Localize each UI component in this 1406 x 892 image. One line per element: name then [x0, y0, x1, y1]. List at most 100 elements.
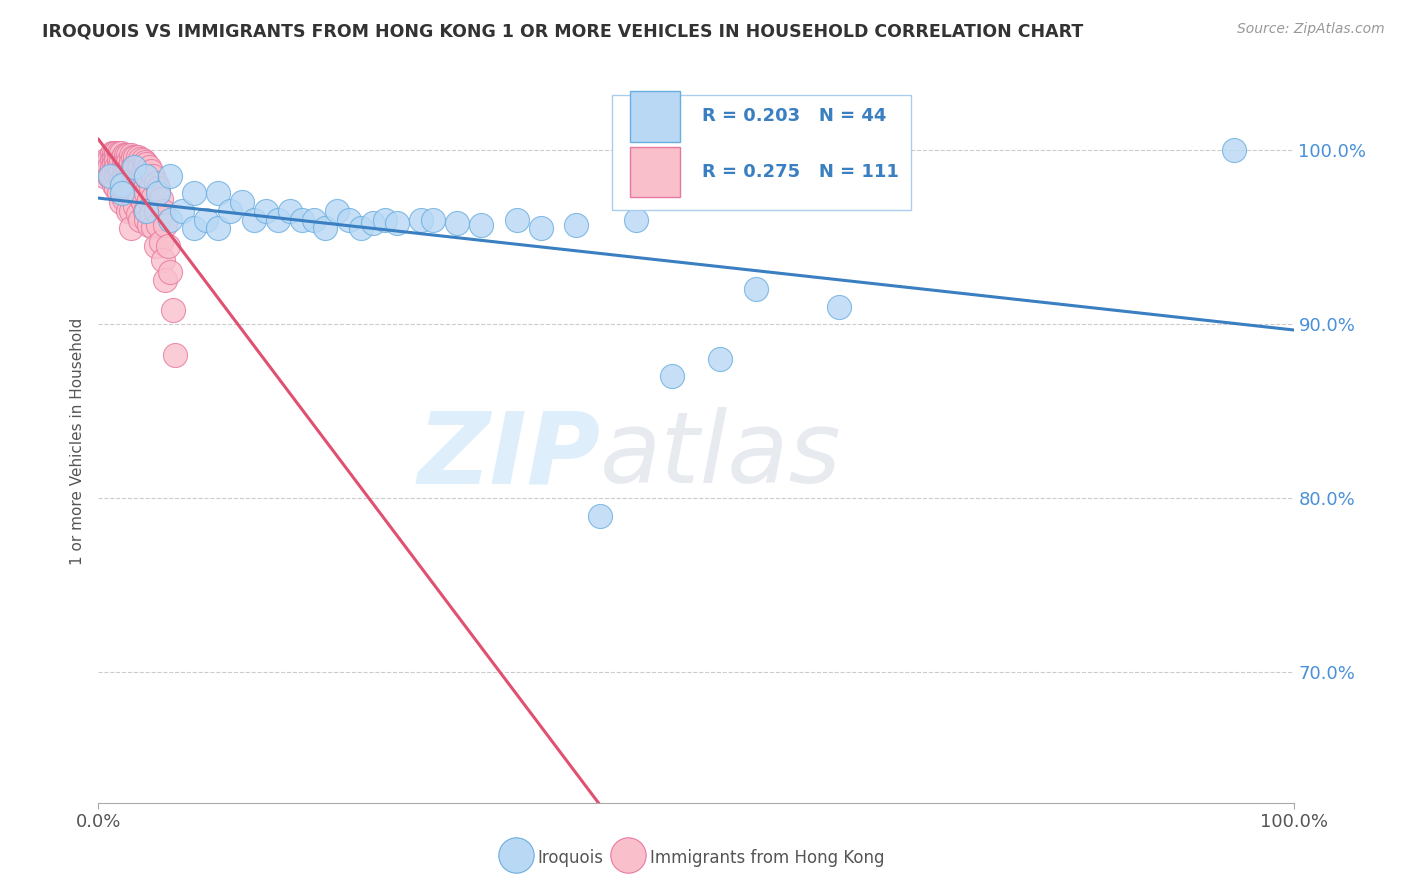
Point — [231, 195, 253, 210]
Point — [129, 190, 152, 204]
Point — [163, 348, 186, 362]
Point — [315, 221, 337, 235]
Point — [124, 181, 146, 195]
Point — [107, 169, 129, 183]
Point — [148, 181, 170, 195]
Point — [149, 235, 172, 250]
Point — [129, 161, 152, 175]
Point — [745, 282, 768, 296]
Point — [112, 178, 135, 192]
Point — [120, 221, 142, 235]
Point — [155, 218, 177, 232]
Point — [219, 203, 242, 218]
Point — [93, 169, 115, 183]
Point — [127, 207, 149, 221]
Point — [120, 165, 142, 179]
Point — [127, 186, 149, 201]
Text: Source: ZipAtlas.com: Source: ZipAtlas.com — [1237, 22, 1385, 37]
Point — [131, 153, 153, 168]
Point — [115, 186, 138, 201]
Point — [159, 212, 181, 227]
Point — [446, 216, 468, 230]
Point — [112, 162, 135, 177]
Point — [661, 369, 683, 384]
Point — [129, 152, 152, 166]
Point — [96, 161, 118, 175]
Point — [506, 212, 529, 227]
Point — [122, 159, 145, 173]
Point — [709, 351, 731, 366]
Point — [111, 178, 134, 192]
Point — [110, 174, 132, 188]
Point — [98, 161, 121, 175]
Point — [103, 146, 125, 161]
Point — [129, 172, 152, 186]
Point — [162, 303, 184, 318]
Point — [207, 186, 229, 201]
Point — [120, 148, 142, 162]
Point — [422, 212, 444, 227]
Point — [142, 219, 165, 234]
Point — [103, 163, 125, 178]
Point — [124, 169, 146, 183]
Point — [135, 186, 157, 201]
Point — [105, 153, 128, 168]
Point — [159, 169, 181, 183]
Point — [93, 161, 115, 175]
Point — [138, 194, 160, 208]
Point — [149, 192, 172, 206]
Point — [155, 273, 177, 287]
Point — [122, 170, 145, 185]
FancyBboxPatch shape — [630, 91, 681, 142]
Point — [117, 148, 139, 162]
Point — [139, 163, 162, 178]
Legend: Iroquois, Immigrants from Hong Kong: Iroquois, Immigrants from Hong Kong — [501, 840, 891, 874]
Point — [152, 252, 174, 267]
Point — [183, 186, 205, 201]
Point — [131, 163, 153, 178]
Point — [112, 192, 135, 206]
Point — [98, 169, 121, 183]
Text: R = 0.275   N = 111: R = 0.275 N = 111 — [702, 163, 898, 181]
Point — [159, 265, 181, 279]
Point — [117, 172, 139, 186]
Point — [103, 178, 125, 192]
Point — [107, 146, 129, 161]
Point — [115, 148, 138, 162]
Point — [243, 212, 266, 227]
Point — [565, 218, 588, 232]
Point — [105, 161, 128, 175]
Point — [115, 155, 138, 169]
Point — [135, 169, 157, 183]
Point — [117, 203, 139, 218]
Point — [120, 176, 142, 190]
Point — [129, 212, 152, 227]
Point — [626, 212, 648, 227]
Point — [135, 212, 157, 227]
Point — [112, 155, 135, 169]
Point — [589, 508, 612, 523]
Point — [122, 186, 145, 201]
Text: IROQUOIS VS IMMIGRANTS FROM HONG KONG 1 OR MORE VEHICLES IN HOUSEHOLD CORRELATIO: IROQUOIS VS IMMIGRANTS FROM HONG KONG 1 … — [42, 22, 1084, 40]
Point — [103, 152, 125, 166]
Point — [138, 161, 160, 175]
Point — [103, 157, 125, 171]
Point — [828, 300, 851, 314]
Text: R = 0.203   N = 44: R = 0.203 N = 44 — [702, 107, 886, 126]
Point — [124, 150, 146, 164]
Point — [127, 150, 149, 164]
Point — [138, 174, 160, 188]
Point — [152, 203, 174, 218]
Point — [117, 155, 139, 169]
Point — [107, 153, 129, 168]
Point — [98, 169, 122, 183]
Point — [115, 172, 138, 186]
Point — [117, 162, 139, 177]
Point — [291, 212, 314, 227]
Point — [110, 153, 132, 168]
Point — [278, 203, 301, 218]
Point — [124, 161, 146, 175]
Point — [105, 146, 128, 161]
Point — [127, 159, 149, 173]
Point — [134, 181, 156, 195]
